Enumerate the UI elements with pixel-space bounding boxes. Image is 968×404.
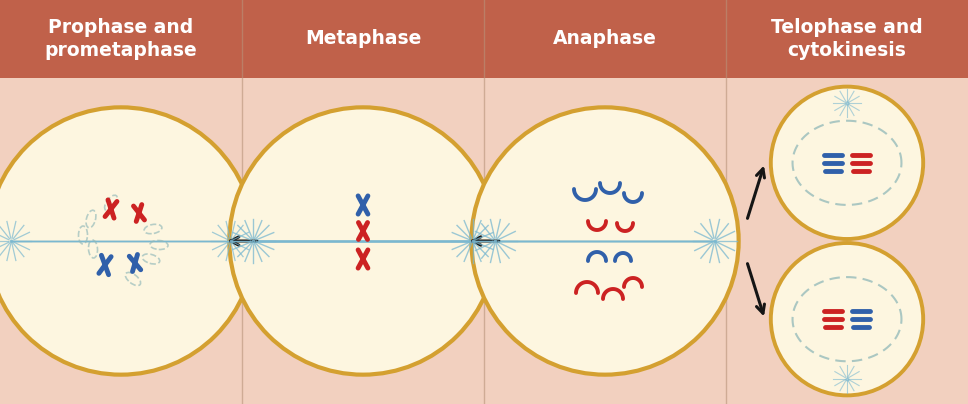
Text: Prophase and
prometaphase: Prophase and prometaphase — [45, 18, 197, 60]
Ellipse shape — [0, 107, 255, 375]
Text: Metaphase: Metaphase — [305, 29, 421, 48]
Bar — [484, 0, 726, 78]
Ellipse shape — [771, 243, 923, 396]
Text: Telophase and
cytokinesis: Telophase and cytokinesis — [771, 18, 923, 60]
Ellipse shape — [771, 86, 923, 239]
Bar — [726, 0, 968, 78]
Bar — [242, 0, 484, 78]
Bar — [0, 0, 242, 78]
Text: Anaphase: Anaphase — [553, 29, 657, 48]
Ellipse shape — [471, 107, 739, 375]
Ellipse shape — [229, 107, 497, 375]
